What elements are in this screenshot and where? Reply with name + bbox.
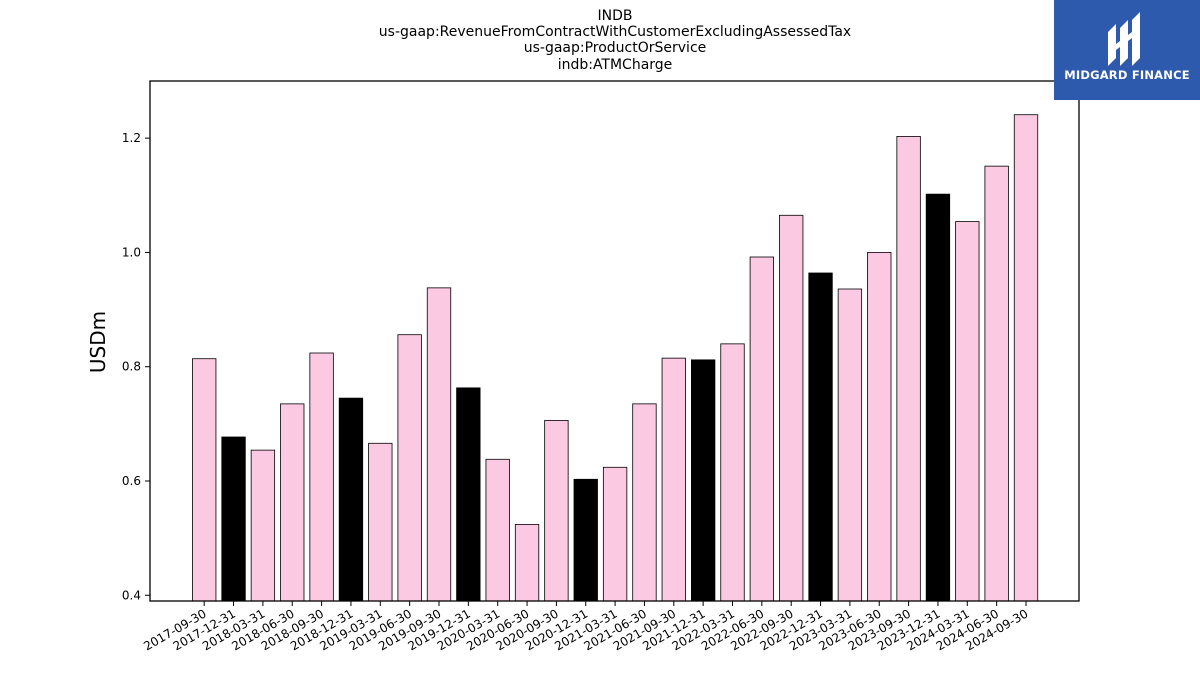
bar-2023-03-31 [837, 288, 863, 602]
bar-2024-03-31 [955, 221, 980, 602]
chart-title: INDB us-gaap:RevenueFromContractWithCust… [379, 8, 851, 73]
midgard-logo-icon [1108, 12, 1140, 66]
bar-2017-09-30 [192, 358, 217, 602]
x-axis: 2017-09-302017-12-312018-03-312018-06-30… [141, 601, 1031, 653]
bars [192, 114, 1039, 602]
bar-2022-03-31 [720, 343, 745, 602]
y-tick-label: 1.2 [122, 131, 141, 145]
bar-2023-12-31 [925, 193, 951, 602]
y-tick-label: 0.4 [122, 588, 141, 602]
bar-2020-09-30 [544, 420, 569, 602]
y-tick-label: 0.8 [122, 360, 141, 374]
bar-2021-03-31 [602, 466, 628, 602]
bar-2023-09-30 [896, 136, 921, 602]
title-line-1: INDB [598, 8, 633, 24]
bar-2022-09-30 [779, 214, 804, 602]
bar-2021-09-30 [661, 357, 686, 602]
bar-2019-03-31 [368, 442, 393, 602]
title-line-2: us-gaap:RevenueFromContractWithCustomerE… [379, 24, 851, 40]
bar-2018-12-31 [338, 397, 364, 602]
bar-2018-09-30 [309, 352, 334, 602]
title-line-4: indb:ATMCharge [558, 57, 673, 73]
bar-2024-06-30 [984, 165, 1009, 602]
bar-2021-12-31 [691, 359, 716, 602]
bar-2019-09-30 [426, 287, 452, 602]
logo-text: MIDGARD FINANCE [1064, 68, 1190, 82]
bar-2018-03-31 [250, 449, 276, 602]
bar-2020-06-30 [514, 524, 540, 602]
y-axis: 0.4 0.6 0.8 1.0 1.2 [122, 131, 150, 602]
y-tick-label: 1.0 [122, 245, 141, 259]
bar-2022-12-31 [808, 272, 833, 602]
bar-2019-12-31 [456, 387, 481, 602]
bar-2021-06-30 [632, 403, 657, 602]
bar-2023-06-30 [867, 252, 892, 602]
bar-2020-03-31 [485, 458, 510, 602]
midgard-finance-logo: MIDGARD FINANCE [1054, 0, 1200, 100]
bar-2020-12-31 [573, 478, 598, 602]
title-line-3: us-gaap:ProductOrService [524, 40, 707, 56]
bar-2018-06-30 [280, 403, 305, 602]
y-axis-label: USDm [86, 311, 110, 373]
y-tick-label: 0.6 [122, 474, 141, 488]
bar-2017-12-31 [221, 436, 246, 602]
bar-2024-09-30 [1013, 114, 1039, 602]
plot-frame [149, 80, 1080, 602]
bar-2019-06-30 [397, 334, 422, 602]
bar-2022-06-30 [749, 256, 774, 602]
